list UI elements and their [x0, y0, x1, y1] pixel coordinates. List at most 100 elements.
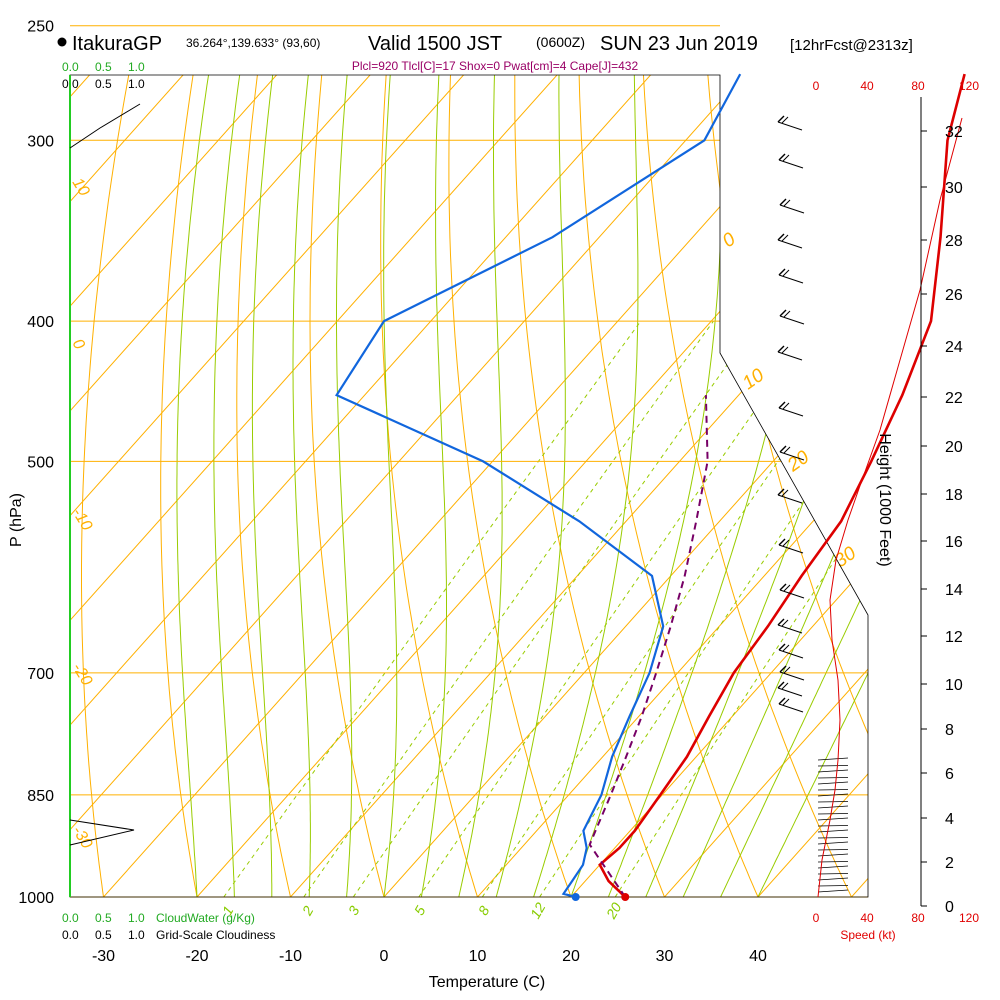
- pressure-ticks: 250 300 400 500 700 850 1000: [18, 19, 54, 907]
- dry-adiabat-line: [448, 75, 574, 897]
- wind-barb-staff: [777, 494, 803, 504]
- cloudiness-lower-mark: [69, 819, 135, 846]
- forecast-tag: [12hrFcst@2313z]: [790, 37, 913, 54]
- low-level-wind-barb: [817, 837, 849, 839]
- low-level-wind-barb: [817, 885, 849, 887]
- cloudiness-marks: [69, 103, 141, 846]
- dry-adiabat-line: [514, 75, 668, 897]
- speed-bot-1: 40: [860, 911, 874, 925]
- dry-adiabat-line: [236, 75, 293, 897]
- speed-axis-label: Speed (kt): [840, 928, 895, 942]
- cw-top-green-1: 0.5: [95, 60, 112, 74]
- wind-barb-flag: [779, 583, 787, 591]
- height-tick-label: 26: [945, 287, 963, 304]
- wind-speed-profile-line: [817, 117, 963, 898]
- low-level-wind-barb: [817, 793, 849, 797]
- isotherm-line: [70, 75, 344, 897]
- wind-barb-staff: [779, 589, 805, 599]
- low-level-wind-barb: [817, 765, 849, 767]
- height-tick-label: 12: [945, 629, 963, 646]
- height-tick-label: 16: [945, 534, 963, 551]
- temperature-tick-label: 40: [749, 948, 767, 965]
- pressure-tick-label: 300: [27, 133, 54, 150]
- low-level-wind-barb: [817, 813, 849, 815]
- wind-barb-staff: [777, 687, 803, 697]
- isotherm-line: [845, 75, 868, 897]
- wind-barb-staff: [779, 204, 805, 214]
- cloudiness-label: Grid-Scale Cloudiness: [156, 928, 275, 942]
- pressure-tick-label: 250: [27, 19, 54, 36]
- cw-bot-green-0: 0.0: [62, 911, 79, 925]
- height-tick-label: 22: [945, 390, 963, 407]
- wind-barb-flag: [778, 401, 786, 409]
- temperature-tick-label: 30: [656, 948, 674, 965]
- wind-barb-staff: [778, 159, 804, 169]
- temperature-tick-label: -20: [185, 948, 208, 965]
- speed-scale-top: 0 40 80 120: [813, 79, 980, 93]
- speed-bot-0: 0: [813, 911, 820, 925]
- valid-time: Valid 1500 JST: [368, 33, 502, 55]
- wind-barb-flag: [777, 115, 785, 123]
- dry-adiabat-line: [0, 0, 19, 903]
- isotherm-line: [70, 75, 531, 897]
- wind-barb-staff: [778, 407, 804, 417]
- wind-barb-flag: [779, 665, 787, 673]
- wind-barb-feather: [783, 199, 791, 207]
- temperature-profile-line: [598, 73, 966, 898]
- wind-barb-feather: [782, 154, 790, 162]
- temperature-tick-label: 0: [380, 948, 389, 965]
- cw-bot-green-2: 1.0: [128, 911, 145, 925]
- moist-adiabat-line: [495, 75, 567, 897]
- moist-adiabat-line: [682, 75, 868, 897]
- dewpoint-profile-line: [334, 73, 742, 899]
- isotherm-line: [658, 75, 868, 897]
- wind-barb-flag: [778, 643, 786, 651]
- surface-dewpoint-point: [571, 893, 580, 901]
- cw-bot-black-1: 0.5: [95, 928, 112, 942]
- isotherm-line: [284, 75, 868, 897]
- moist-adiabat-line: [420, 75, 456, 897]
- wind-barb-staff: [777, 351, 803, 361]
- isotherm-line: [70, 75, 157, 897]
- dry-adiabat-line: [380, 75, 480, 897]
- isobar-lines: [70, 25, 868, 898]
- moist-adiabat-line: [383, 75, 411, 897]
- y-axis-label: P (hPa): [8, 493, 25, 547]
- wind-barb-flag: [779, 445, 787, 453]
- valid-date: SUN 23 Jun 2019: [600, 33, 758, 55]
- wind-barb-feather: [783, 446, 791, 454]
- moist-adiabat-line: [251, 75, 303, 897]
- wind-barb-feather: [781, 234, 789, 242]
- cw-top-black-1: 0.5: [95, 77, 112, 91]
- mixing-ratio-label: 12: [527, 900, 549, 922]
- speed-top-1: 40: [860, 79, 874, 93]
- wind-barb-feather: [782, 269, 790, 277]
- pressure-tick-label: 700: [27, 666, 54, 683]
- wind-barb-staff: [778, 274, 804, 284]
- wind-barb-feather: [782, 539, 790, 547]
- height-tick-label: 4: [945, 811, 954, 828]
- wind-barb-flag: [777, 233, 785, 241]
- moist-adiabat-line: [533, 75, 639, 897]
- dry-adiabat-line: [81, 75, 144, 897]
- wind-barb-feather: [782, 698, 790, 706]
- cw-bot-black-0: 0.0: [62, 928, 79, 942]
- height-tick-label: 20: [945, 439, 963, 456]
- wind-barb-flag: [779, 309, 787, 317]
- isotherm-line: [378, 75, 868, 897]
- height-tick-label: 2: [945, 855, 954, 872]
- temperature-tick-label: 10: [469, 948, 487, 965]
- surface-temperature-point: [621, 893, 630, 901]
- mixing-ratio-line: [614, 320, 868, 897]
- speed-top-3: 120: [959, 79, 979, 93]
- speed-scale-bottom: 0 40 80 120 Speed (kt): [813, 911, 980, 942]
- cw-top-green-2: 1.0: [128, 60, 145, 74]
- height-tick-label: 8: [945, 722, 954, 739]
- wind-barb-feather: [781, 619, 789, 627]
- cloudwater-scale-top: 0.0 0.5 1.0 0.0 0.5 1.0: [62, 60, 145, 91]
- isotherm-line: [70, 75, 625, 897]
- dry-adiabat-line: [309, 75, 387, 897]
- moist-adiabat-line: [213, 75, 273, 897]
- moist-adiabat-line: [176, 75, 244, 897]
